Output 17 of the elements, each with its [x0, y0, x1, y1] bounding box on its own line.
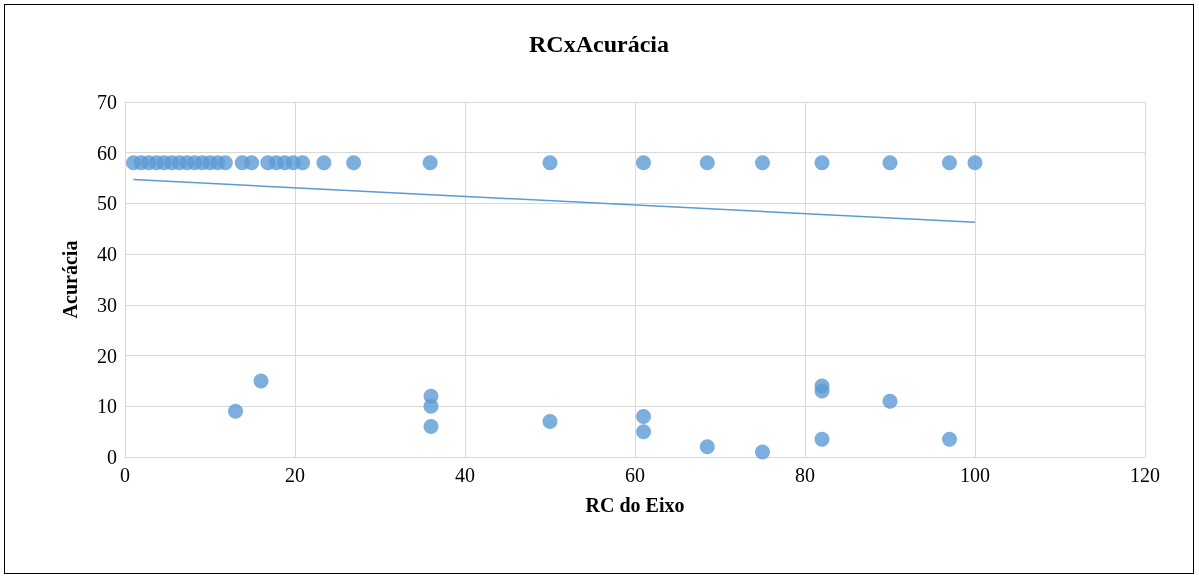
chart-title: RCxAcurácia	[529, 31, 669, 57]
x-tick-label: 120	[1130, 464, 1160, 486]
y-tick-label: 40	[97, 243, 117, 266]
x-tick-label: 100	[960, 464, 990, 486]
y-tick-label: 30	[97, 293, 117, 316]
x-axis-title: RC do Eixo	[585, 494, 685, 516]
x-tick-label: 60	[625, 464, 645, 486]
y-tick-label: 50	[97, 192, 117, 215]
y-tick-label: 10	[97, 395, 117, 418]
y-axis-title: Acurácia	[59, 240, 81, 319]
y-tick-label: 70	[97, 91, 117, 113]
x-tick-label: 40	[455, 464, 475, 486]
y-tick-label: 0	[107, 446, 117, 468]
y-tick-label: 20	[97, 344, 117, 367]
x-tick-label: 80	[795, 464, 815, 486]
x-tick-label: 20	[285, 464, 305, 486]
y-tick-label: 60	[97, 141, 117, 164]
